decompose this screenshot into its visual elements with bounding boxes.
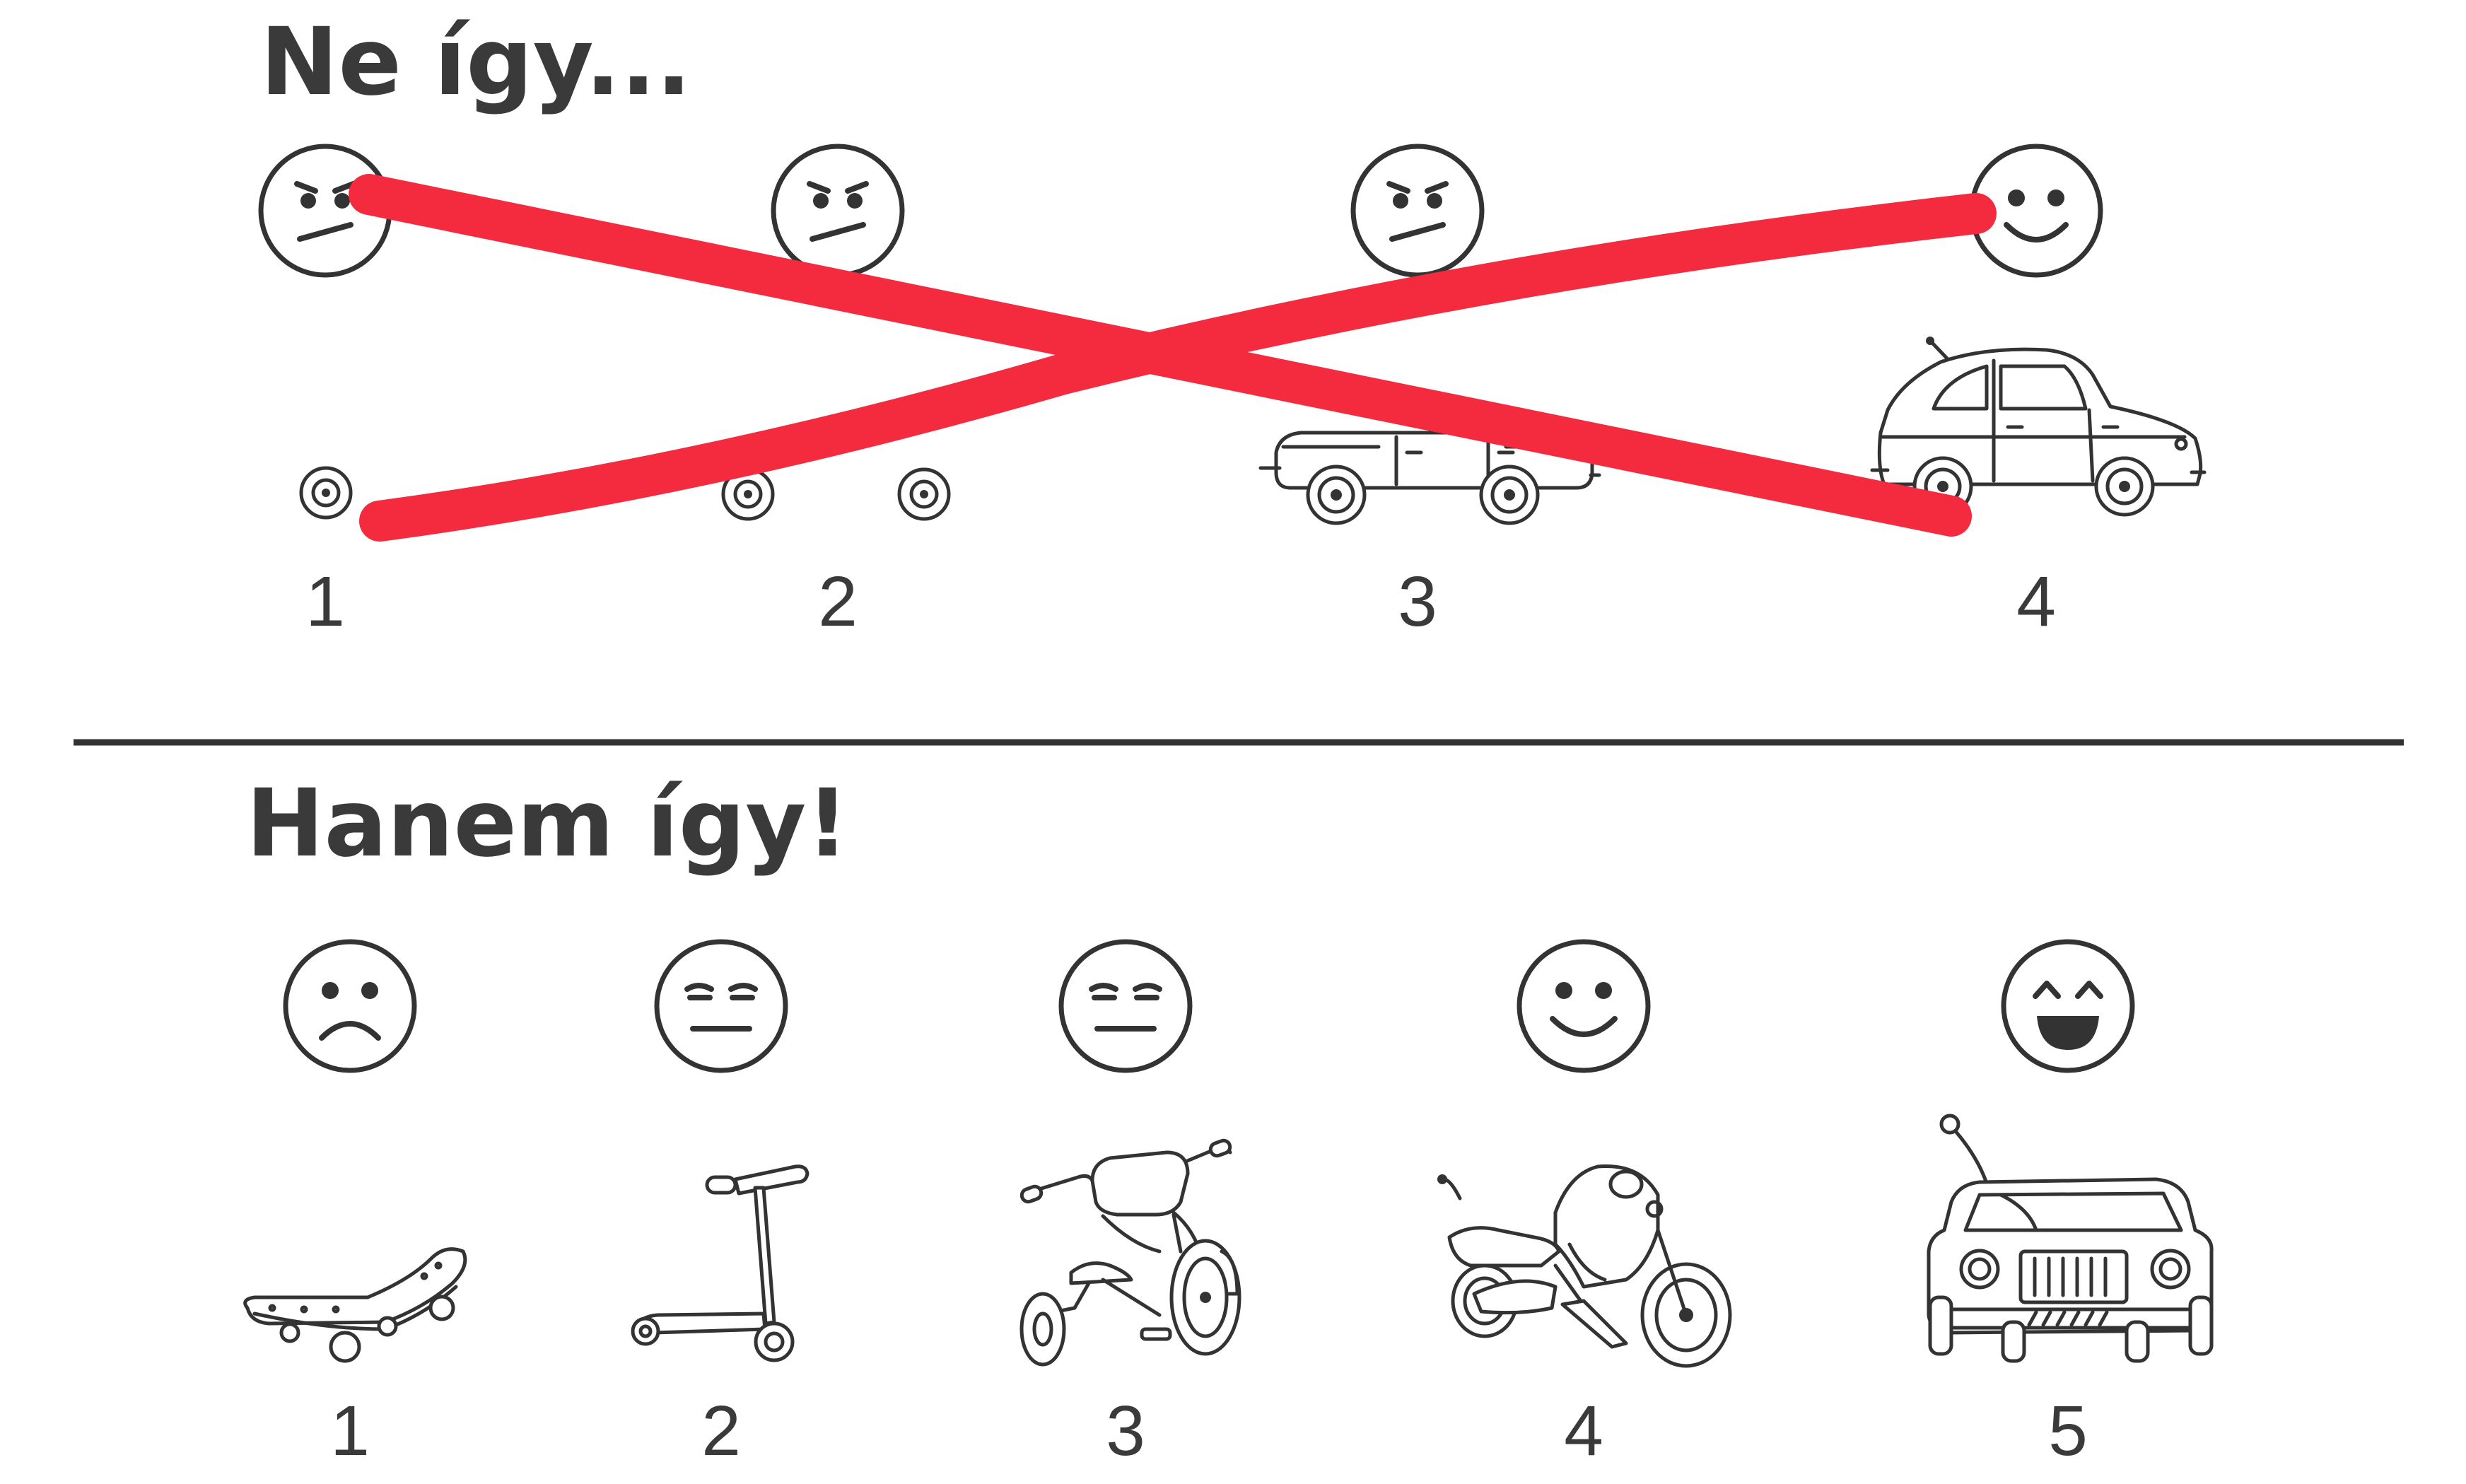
top-number-4: 4 — [2016, 562, 2056, 641]
scooter-icon — [631, 1164, 810, 1362]
wheel-icon — [299, 466, 353, 520]
smiling-face-icon — [1517, 939, 1651, 1073]
laughing-face-icon — [2001, 939, 2135, 1073]
angry-face-icon — [771, 144, 905, 278]
bottom-number-2: 2 — [701, 1391, 741, 1471]
bottom-number-3: 3 — [1106, 1391, 1145, 1471]
neutral-face-icon — [654, 939, 788, 1073]
red-cross-mark — [349, 174, 1997, 542]
motorcycle-icon — [1437, 1164, 1732, 1368]
skateboard-icon — [243, 1247, 467, 1363]
car-icon — [1870, 337, 2207, 517]
top-number-3: 3 — [1398, 562, 1437, 641]
bottom-title: Hanem így! — [246, 769, 849, 878]
bottom-number-5: 5 — [2048, 1391, 2088, 1471]
smiling-face-icon — [1969, 144, 2103, 278]
top-number-1: 1 — [305, 562, 345, 641]
bottom-number-1: 1 — [330, 1391, 370, 1471]
bottom-number-4: 4 — [1564, 1391, 1603, 1471]
top-number-2: 2 — [818, 562, 858, 641]
jeep-icon — [1927, 1114, 2214, 1363]
angry-face-icon — [1350, 144, 1485, 278]
sad-face-icon — [283, 939, 417, 1073]
tricycle-icon — [1019, 1138, 1241, 1367]
neutral-face-icon — [1058, 939, 1193, 1073]
two-wheels-icon — [721, 467, 951, 521]
top-title: Ne így... — [260, 8, 691, 117]
